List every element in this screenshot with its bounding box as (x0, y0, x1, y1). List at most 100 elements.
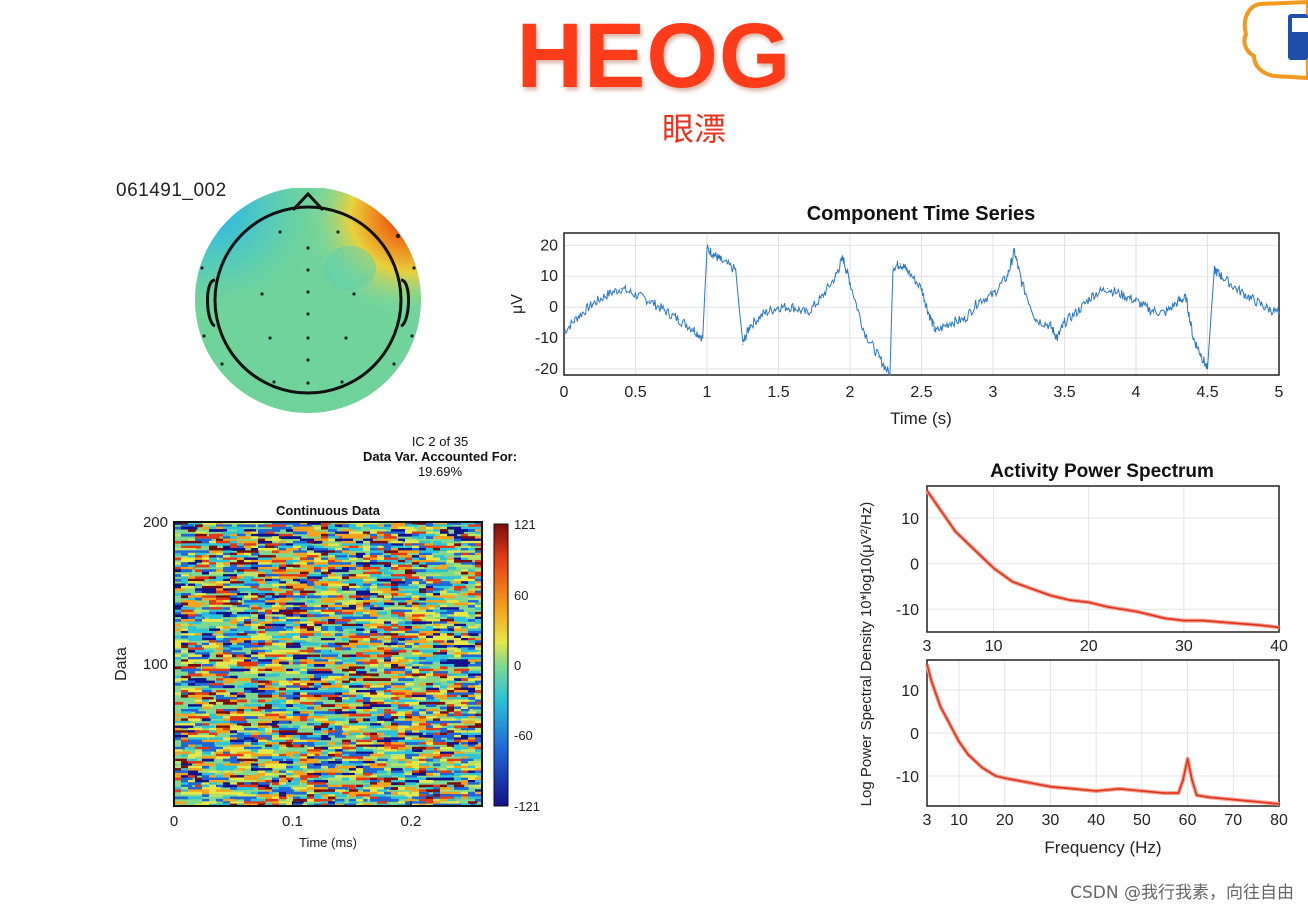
heatmap-cell (342, 758, 358, 762)
heatmap-cell (279, 716, 291, 719)
heatmap-cell (370, 526, 390, 530)
heatmap-cell (209, 737, 232, 741)
heatmap-cell (335, 775, 356, 778)
heatmap-cell (384, 630, 392, 634)
heatmap-cell (468, 640, 481, 644)
heatmap-cell (237, 588, 259, 592)
heatmap-cell (265, 666, 285, 670)
heatmap-cell (209, 548, 224, 551)
heatmap-cell (286, 569, 297, 573)
heatmap-cell (195, 593, 206, 596)
data-point (983, 558, 985, 560)
heatmap-cell (188, 796, 202, 800)
heatmap-cell (328, 645, 347, 648)
heatmap-cell (440, 654, 460, 658)
heatmap-cell (230, 543, 242, 547)
heatmap-cell (258, 772, 271, 776)
heatmap-cell (293, 716, 302, 719)
heatmap-cell (230, 578, 238, 582)
heatmap-cell (475, 647, 482, 651)
heatmap-cell (349, 794, 363, 797)
x-tick-label: 5 (1275, 384, 1284, 401)
heatmap-cell (461, 557, 469, 561)
heatmap-cell (433, 756, 442, 760)
heatmap-cell (188, 626, 197, 629)
heatmap-cell (398, 564, 416, 568)
heatmap-cell (370, 628, 380, 632)
heatmap-cell (174, 730, 183, 734)
heatmap-cell (223, 593, 240, 596)
heatmap-cell (356, 548, 367, 551)
page-title: HEOG (516, 5, 792, 107)
heatmap-cell (216, 647, 228, 651)
heatmap-cell (335, 730, 344, 734)
heatmap-cell (230, 590, 240, 594)
heatmap-cell (195, 671, 203, 674)
heatmap-cell (279, 640, 287, 644)
heatmap-cell (181, 562, 195, 565)
heatmap-cell (461, 538, 481, 542)
heatmap-cell (265, 727, 279, 731)
heatmap-cell (363, 756, 378, 760)
heatmap-cell (251, 614, 262, 618)
heatmap-cell (223, 782, 231, 786)
heatmap-cell (398, 678, 414, 681)
heatmap-cell (258, 699, 266, 703)
heatmap-cell (475, 690, 482, 693)
heatmap-cell (307, 619, 320, 622)
heatmap-cell (405, 713, 419, 717)
heatmap-cell (272, 761, 283, 764)
heatmap-cell (230, 659, 252, 663)
var-value: 19.69% (417, 464, 463, 479)
heatmap-cell (440, 604, 448, 608)
heatmap-cell (419, 569, 428, 573)
heatmap-cell (321, 694, 339, 698)
heatmap-cell (244, 645, 264, 648)
data-point (1182, 779, 1184, 781)
heatmap-cell (293, 711, 307, 715)
heatmap-cell (300, 626, 321, 629)
heatmap-cell (370, 607, 384, 610)
heatmap-cell (426, 602, 438, 606)
heatmap-cell (237, 749, 249, 752)
heatmap-cell (258, 787, 271, 790)
heatmap-cell (384, 638, 396, 641)
heatmap-cell (286, 709, 298, 712)
heatmap-cell (426, 626, 440, 629)
heatmap-cell (251, 607, 263, 610)
heatmap-cell (293, 668, 306, 672)
heatmap-cell (174, 749, 183, 752)
heatmap-cell (468, 796, 482, 800)
heatmap-cell (181, 654, 192, 658)
heatmap-cell (342, 529, 354, 532)
heatmap-cell (363, 685, 373, 689)
heatmap-cell (244, 671, 253, 674)
heatmap-cell (468, 630, 482, 634)
heatmap-cell (195, 559, 206, 563)
heatmap-cell (419, 723, 431, 726)
heatmap-cell (433, 635, 455, 639)
data-point (692, 328, 694, 330)
heatmap-cell (286, 654, 295, 658)
heatmap-cell (377, 533, 390, 537)
heatmap-cell (188, 562, 197, 565)
heatmap-cell (398, 735, 406, 738)
data-point (1021, 281, 1023, 283)
heatmap-cell (181, 564, 193, 568)
heatmap-cell (342, 761, 356, 764)
heatmap-cell (363, 567, 381, 570)
heatmap-cell (349, 635, 370, 639)
chart-title: Continuous Data (276, 503, 381, 518)
heatmap-cell (440, 614, 452, 618)
heatmap-cell (426, 604, 437, 608)
heatmap-cell (321, 562, 331, 565)
heatmap-cell (377, 647, 390, 651)
data-point (1221, 275, 1223, 277)
heatmap-cell (468, 701, 477, 705)
heatmap-cell (426, 619, 447, 622)
heatmap-cell (454, 690, 468, 693)
heatmap-cell (377, 713, 389, 717)
heatmap-cell (272, 758, 284, 762)
heatmap-cell (321, 569, 331, 573)
heatmap-cell (398, 602, 408, 606)
